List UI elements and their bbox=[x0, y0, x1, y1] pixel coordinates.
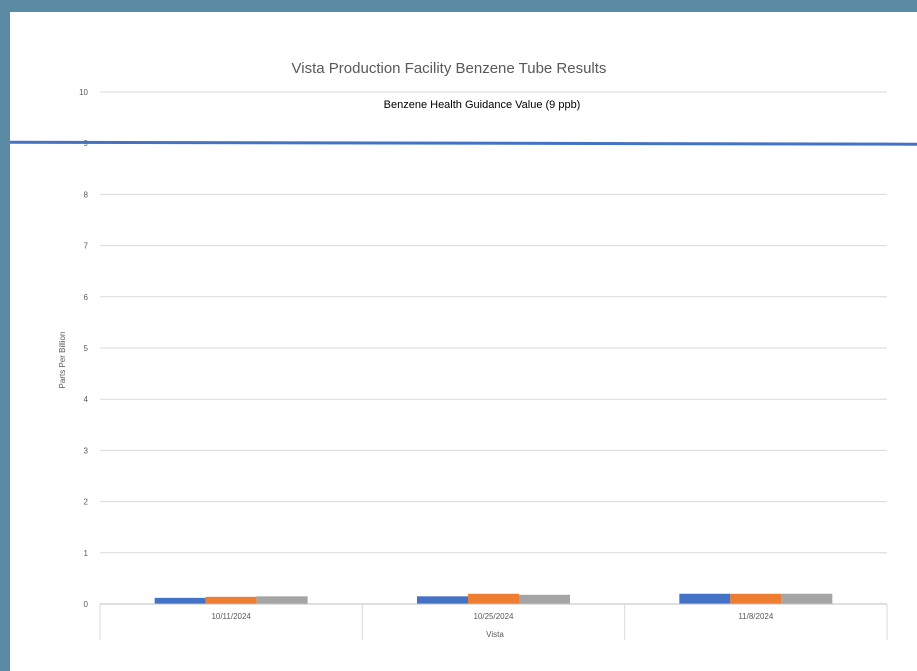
y-tick-label-2: 2 bbox=[84, 498, 89, 507]
x-axis-title: Vista bbox=[486, 630, 504, 639]
y-tick-label-3: 3 bbox=[84, 446, 89, 455]
y-tick-label-5: 5 bbox=[84, 344, 89, 353]
bar-2-1 bbox=[417, 596, 468, 604]
benzene-bar-chart: 01234567891010/11/202410/25/202411/8/202… bbox=[10, 60, 917, 640]
y-tick-label-7: 7 bbox=[84, 242, 89, 251]
chart-title: Vista Production Facility Benzene Tube R… bbox=[292, 60, 607, 77]
bar-series bbox=[154, 593, 833, 604]
y-tick-label-8: 8 bbox=[84, 190, 89, 199]
bar-2-2 bbox=[468, 593, 519, 604]
chart-panel: 01234567891010/11/202410/25/202411/8/202… bbox=[10, 12, 917, 671]
bar-3-3 bbox=[781, 593, 833, 604]
bar-1-2 bbox=[205, 596, 257, 604]
y-axis-title: Parts Per Billion bbox=[58, 332, 67, 389]
guidance-value-line bbox=[10, 140, 917, 146]
bar-1-1 bbox=[154, 597, 206, 604]
reference-line-label: Benzene Health Guidance Value (9 ppb) bbox=[384, 99, 581, 111]
gridlines bbox=[100, 91, 887, 554]
reference-line-group bbox=[10, 140, 917, 146]
y-tick-label-10: 10 bbox=[79, 88, 88, 97]
x-category-label: 11/8/2024 bbox=[738, 612, 774, 621]
y-tick-label-4: 4 bbox=[84, 395, 89, 404]
x-category-label: 10/25/2024 bbox=[473, 612, 514, 621]
y-tick-label-1: 1 bbox=[84, 549, 89, 558]
bar-1-3 bbox=[256, 596, 308, 604]
bar-3-1 bbox=[679, 593, 731, 604]
bar-2-3 bbox=[519, 594, 570, 604]
y-tick-label-6: 6 bbox=[84, 293, 89, 302]
bar-3-2 bbox=[730, 593, 782, 604]
axes: 01234567891010/11/202410/25/202411/8/202… bbox=[79, 88, 888, 640]
x-category-label: 10/11/2024 bbox=[211, 612, 251, 621]
y-tick-label-0: 0 bbox=[84, 600, 89, 609]
